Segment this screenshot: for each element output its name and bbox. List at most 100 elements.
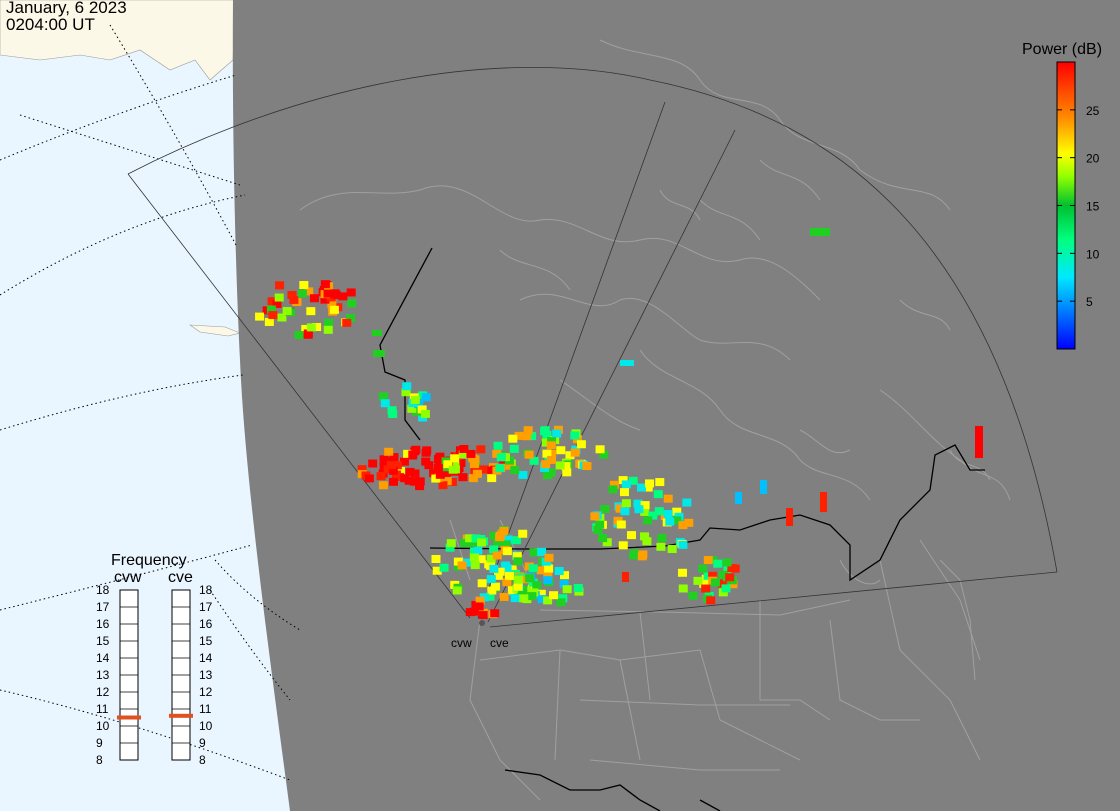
radar-cell <box>590 512 600 521</box>
radar-cell <box>820 492 827 512</box>
radar-cell <box>618 541 628 550</box>
radar-cell <box>556 598 566 607</box>
radar-cell <box>443 460 453 469</box>
radar-cell <box>543 576 553 585</box>
radar-cell <box>513 582 523 591</box>
radar-cell <box>489 545 499 554</box>
radar-cell <box>435 452 445 461</box>
radar-cell <box>458 450 468 459</box>
radar-cell <box>725 573 735 582</box>
radar-cell <box>306 323 316 332</box>
radar-cell <box>628 476 638 485</box>
radar-cell <box>532 581 542 590</box>
radar-cell <box>558 594 568 603</box>
radar-cell <box>388 466 398 475</box>
radar-cell <box>616 520 626 529</box>
radar-cell <box>485 592 495 601</box>
radar-cell <box>536 566 546 575</box>
radar-cell <box>503 535 513 544</box>
radar-cell <box>495 464 505 473</box>
radar-cell <box>277 313 287 322</box>
radar-cell <box>622 572 629 582</box>
radar-cell <box>320 295 330 304</box>
radar-cell <box>523 426 533 435</box>
radar-cell <box>459 444 469 453</box>
radar-cell <box>384 447 394 456</box>
radar-cell <box>499 526 509 535</box>
radar-cell <box>529 456 539 465</box>
radar-cell <box>388 477 398 486</box>
radar-cell <box>346 288 356 297</box>
radar-site-marker <box>479 620 485 626</box>
radar-cell <box>621 499 631 508</box>
radar-cell <box>657 533 667 542</box>
radar-cell <box>655 478 665 487</box>
radar-cell <box>492 551 502 560</box>
radar-cell <box>465 608 475 617</box>
radar-cell <box>703 571 713 580</box>
radar-cell <box>323 289 333 298</box>
radar-cell <box>713 559 723 568</box>
radar-cell <box>329 305 339 314</box>
radar-cell <box>682 498 692 507</box>
radar-cell <box>364 474 374 483</box>
radar-cell <box>421 448 431 457</box>
radar-cell <box>456 459 466 468</box>
radar-cell <box>392 461 402 470</box>
frequency-label-east: 14 <box>199 651 213 665</box>
colorbar-title: Power (dB) <box>1022 41 1102 58</box>
radar-cell <box>447 478 457 487</box>
radar-cell <box>684 518 694 527</box>
radar-cell <box>510 594 520 603</box>
radar-cell <box>303 330 313 339</box>
frequency-label-west: 8 <box>96 753 103 767</box>
radar-cell <box>511 536 521 545</box>
radar-cell <box>637 552 647 561</box>
radar-cell <box>549 591 559 600</box>
frequency-label-west: 16 <box>96 617 110 631</box>
radar-cell <box>543 570 553 579</box>
radar-cell <box>457 561 467 570</box>
radar-cell <box>495 531 505 540</box>
radar-cell <box>502 564 512 573</box>
radar-cell <box>267 297 277 306</box>
radar-cell <box>547 449 557 458</box>
radar-cell <box>493 571 503 580</box>
radar-cell <box>518 529 528 538</box>
radar-cell <box>320 280 330 289</box>
radar-cell <box>728 580 738 589</box>
radar-cell <box>640 507 650 516</box>
radar-cell <box>420 409 430 418</box>
radar-cell <box>452 586 462 595</box>
radar-cell <box>528 564 538 573</box>
radar-cell <box>441 468 451 477</box>
radar-cell <box>648 511 658 520</box>
radar-cell <box>433 464 443 473</box>
time-label: 0204:00 UT <box>6 15 95 34</box>
colorbar-tick-label: 5 <box>1086 295 1093 309</box>
radar-cell <box>431 474 441 483</box>
radar-cell <box>414 400 424 409</box>
radar-cell <box>289 295 299 304</box>
radar-cell <box>272 299 282 308</box>
colorbar-ticks: 5 10 15 20 25 <box>1057 104 1100 309</box>
radar-cell <box>513 557 523 566</box>
radar-cell <box>469 460 479 469</box>
radar-cell <box>275 281 285 290</box>
radar-cell <box>378 392 388 401</box>
radar-cell <box>630 549 640 558</box>
radar-cell <box>520 575 530 584</box>
frequency-scale: 18 18 17 17 16 16 15 15 14 14 13 13 12 12 11 11 10 10 9 9 8 8 <box>96 583 213 767</box>
radar-cell <box>718 570 728 579</box>
radar-cell <box>410 469 420 478</box>
radar-cell <box>323 325 333 334</box>
coordinate-grid <box>0 24 301 781</box>
radar-cell <box>513 575 523 584</box>
radar-cell <box>542 449 552 458</box>
radar-cell <box>411 445 421 454</box>
radar-cell <box>492 449 502 458</box>
radar-cell <box>555 461 565 470</box>
radar-cell <box>537 595 547 604</box>
radar-cell <box>667 545 677 554</box>
radar-cell <box>640 501 650 510</box>
